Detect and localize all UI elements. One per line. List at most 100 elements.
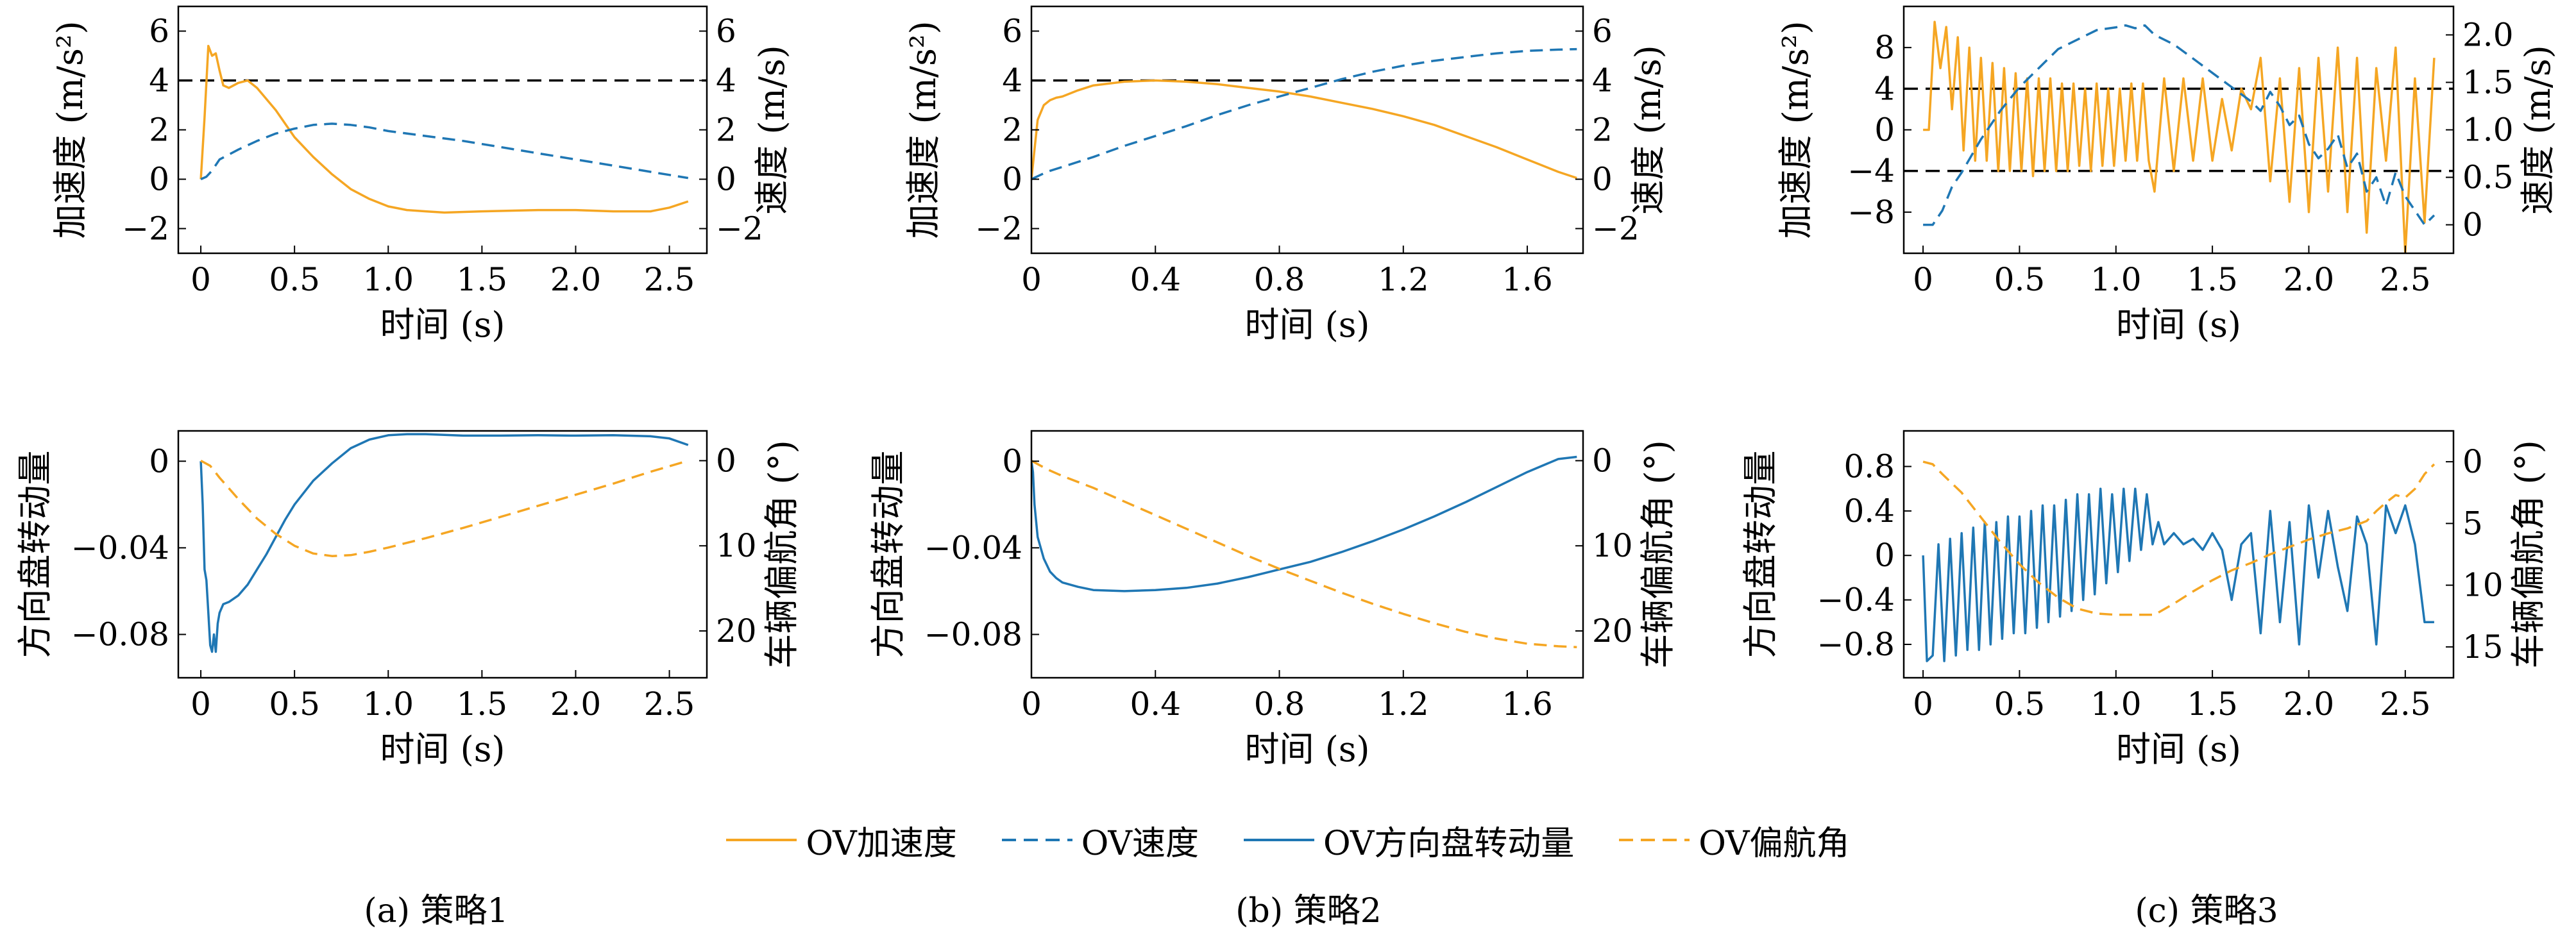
y-right-tick-label: 0 [716,442,736,479]
x-tick-label: 2.5 [644,261,695,298]
y-left-tick-label: −0.8 [1817,626,1895,663]
y-right-tick-label: 0 [2462,206,2483,244]
y-left-tick-label: 4 [149,62,169,99]
y-right-tick-label: 2 [1592,112,1613,149]
x-tick-label: 2.0 [550,261,602,298]
y-left-tick-label: 0 [1002,442,1022,480]
x-tick-label: 0.4 [1130,685,1181,723]
x-tick-label: 0 [191,685,211,723]
series-line-OV方向盘转动量 [1922,487,2434,662]
y-right-tick-label: 0 [716,161,736,198]
y-right-tick-label: 1.0 [2462,112,2514,149]
series-line-OV速度 [200,122,689,181]
x-tick-label: 0 [1021,261,1042,298]
x-axis-label: 时间 (s) [2116,729,2241,769]
y-right-tick-label: 6 [716,13,736,50]
legend-label-ov-acceleration: OV加速度 [806,824,957,863]
plot-frame [1030,430,1584,679]
x-tick-label: 1.5 [2187,261,2238,298]
series-line-OV加速度 [1031,79,1577,180]
x-tick-label: 0.5 [1994,261,2046,298]
y-left-tick-label: −0.04 [924,529,1022,566]
x-tick-label: 1.2 [1378,685,1429,723]
x-tick-label: 0.8 [1254,685,1305,723]
x-tick-label: 0 [1913,685,1933,723]
y-right-axis-label: 车辆偏航角 (°) [2508,440,2548,668]
y-left-tick-label: −2 [122,210,169,248]
chart-c-bottom: 0 0.5 1.0 1.5 2.0 2.5 −0.8 −0.4 0 0.4 0.8 0 5 10 15 时间 … [1740,430,2548,769]
series-line-OV方向盘转动量 [1031,455,1577,592]
x-tick-label: 1.5 [457,685,508,723]
caption-c: (c) 策略3 [2135,892,2278,930]
chart-b-bottom: 0 0.4 0.8 1.2 1.6 −0.08 −0.04 0 0 10 20 时间 (s) 方向盘转动… [868,430,1678,769]
legend-item-ov-speed: OV速度 [1001,816,1199,864]
x-tick-label: 1.6 [1502,261,1553,298]
plot-frame [1030,5,1584,255]
y-right-axis-label: 速度 (m/s) [752,45,792,214]
y-left-tick-label: 2 [149,112,169,149]
y-left-axis-label: 加速度 (m/s²) [1775,21,1816,239]
legend-label-ov-yaw: OV偏航角 [1699,824,1850,863]
x-tick-label: 0.5 [1994,685,2046,723]
x-axis-label: 时间 (s) [380,305,505,345]
y-left-tick-label: 6 [1002,13,1022,50]
plot-frame [177,5,708,255]
y-right-tick-label: 4 [716,62,736,99]
series-line-OV加速度 [199,44,689,214]
x-tick-label: 1.0 [362,261,414,298]
y-right-tick-label: 0 [1592,161,1613,198]
series-line-OV偏航角 [1031,459,1577,648]
x-tick-label: 1.0 [362,685,414,723]
y-right-tick-label: 10 [716,527,757,564]
legend-swatch-ov-steering [1244,839,1314,841]
x-tick-label: 2.5 [644,685,695,723]
y-left-tick-label: −2 [975,210,1022,248]
y-left-tick-label: 4 [1874,70,1895,107]
caption-b: (b) 策略2 [1235,892,1382,930]
caption-a: (a) 策略1 [364,892,509,930]
x-axis-label: 时间 (s) [1244,305,1369,345]
y-right-tick-label: −2 [1592,210,1640,248]
x-tick-label: 0.5 [269,261,320,298]
chart-a-top: 0 0.5 1.0 1.5 2.0 2.5 −2 0 2 4 6 −2 0 2 4 6 时间 (s) 加速度 (m… [50,5,792,345]
x-tick-label: 0 [1021,685,1042,723]
x-tick-label: 1.2 [1378,261,1429,298]
y-left-tick-label: 4 [1002,62,1022,99]
y-right-tick-label: 0 [1592,442,1613,479]
x-tick-label: 1.0 [2090,261,2142,298]
legend-item-ov-steering: OV方向盘转动量 [1244,816,1574,864]
y-left-tick-label: 2 [1002,112,1022,149]
y-left-tick-label: −8 [1847,194,1895,231]
y-right-tick-label: 10 [1592,527,1633,564]
x-tick-label: 2.0 [2284,685,2335,723]
series-line-OV偏航角 [1922,460,2436,616]
x-tick-label: 2.5 [2380,261,2431,298]
legend-item-ov-yaw: OV偏航角 [1619,816,1850,864]
chart-b-top: 0 0.4 0.8 1.2 1.6 −2 0 2 4 6 −2 0 2 4 6 时间 (s) 加速度 (m/s²… [903,5,1668,345]
y-left-tick-label: 0 [1874,112,1895,149]
legend: OV加速度 OV速度 OV方向盘转动量 OV偏航角 [0,814,2576,866]
x-tick-label: 1.5 [2187,685,2238,723]
series-line-OV加速度 [1923,21,2436,253]
x-tick-label: 2.0 [550,685,602,723]
legend-label-ov-steering: OV方向盘转动量 [1323,824,1575,863]
x-tick-label: 0.4 [1130,261,1181,298]
x-axis-label: 时间 (s) [2116,305,2241,345]
y-left-tick-label: 0.4 [1843,492,1895,530]
x-tick-label: 2.5 [2380,685,2431,723]
x-tick-label: 1.5 [457,261,508,298]
y-right-axis-label: 车辆偏航角 (°) [761,440,802,668]
x-tick-label: 0.8 [1254,261,1305,298]
legend-swatch-ov-acceleration [726,839,797,841]
x-tick-label: 0 [1913,261,1933,298]
y-right-tick-label: 20 [716,612,757,650]
legend-item-ov-acceleration: OV加速度 [726,816,957,864]
x-tick-label: 1.6 [1502,685,1553,723]
y-right-tick-label: 0.5 [2462,159,2514,196]
plot-frame [177,430,708,679]
x-tick-label: 1.0 [2090,685,2142,723]
chart-c-top: 0 0.5 1.0 1.5 2.0 2.5 −8 −4 0 4 8 0 0.5 1.0 1.5 2.0 时间 (… [1775,5,2558,345]
series-line-OV方向盘转动量 [199,433,689,653]
y-right-tick-label: 1.5 [2462,63,2514,101]
